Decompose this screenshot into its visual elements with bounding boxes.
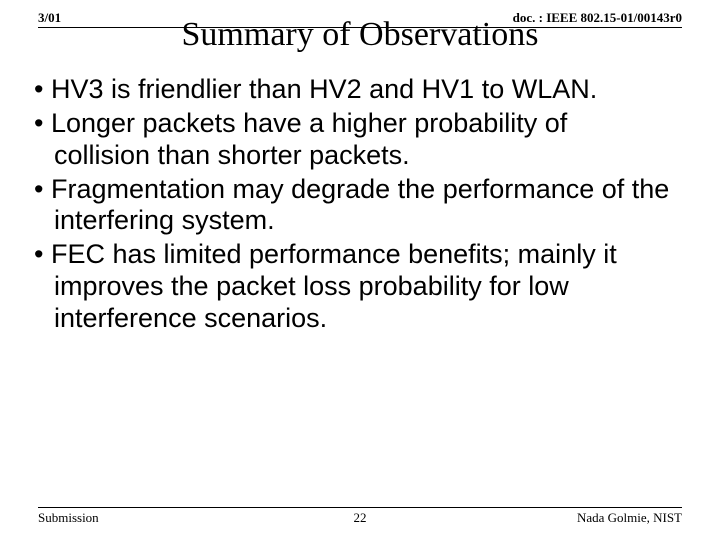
slide: 3/01 doc. : IEEE 802.15-01/00143r0 Summa…	[0, 0, 720, 540]
bullet-list: HV3 is friendlier than HV2 and HV1 to WL…	[20, 74, 670, 335]
bullet-item: FEC has limited performance benefits; ma…	[20, 239, 670, 335]
bullet-item: HV3 is friendlier than HV2 and HV1 to WL…	[20, 74, 670, 106]
slide-title: Summary of Observations	[0, 16, 720, 54]
bullet-item: Longer packets have a higher probability…	[20, 108, 670, 172]
footer-page-number: 22	[38, 510, 682, 526]
slide-body: HV3 is friendlier than HV2 and HV1 to WL…	[20, 74, 670, 337]
footer-rule	[38, 507, 682, 508]
footer-row: Submission 22 Nada Golmie, NIST	[38, 510, 682, 526]
bullet-item: Fragmentation may degrade the performanc…	[20, 174, 670, 238]
